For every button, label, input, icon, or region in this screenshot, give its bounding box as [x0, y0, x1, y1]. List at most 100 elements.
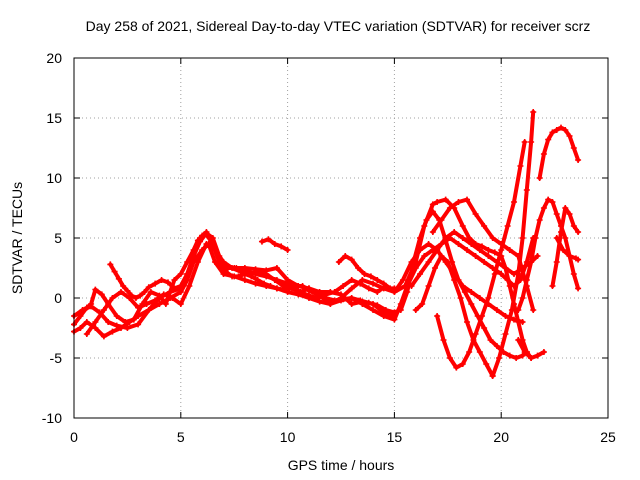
data-point	[370, 280, 377, 287]
series-markers-trace-14	[536, 124, 582, 181]
data-point	[417, 235, 424, 241]
data-point	[113, 313, 120, 319]
data-point	[164, 279, 171, 286]
data-point	[254, 268, 261, 275]
data-point	[177, 301, 184, 307]
data-point	[540, 151, 547, 157]
data-point	[286, 285, 293, 292]
data-point	[252, 280, 259, 287]
data-point	[399, 277, 406, 283]
data-point	[77, 325, 84, 331]
data-point	[340, 296, 347, 303]
data-point	[419, 301, 426, 307]
data-point	[109, 328, 116, 335]
data-point	[521, 139, 528, 145]
data-point	[472, 253, 479, 259]
data-point	[348, 295, 355, 301]
data-point	[466, 235, 473, 241]
data-point	[421, 253, 428, 259]
data-point	[515, 271, 522, 277]
series-markers-trace-16	[553, 235, 582, 263]
series-markers-trace-13	[515, 196, 582, 313]
data-point	[100, 307, 107, 313]
data-point	[314, 291, 321, 298]
data-point	[442, 235, 449, 241]
data-point	[100, 333, 107, 340]
data-point	[404, 289, 411, 295]
data-point	[79, 307, 86, 313]
data-point	[261, 280, 268, 287]
series-markers-trace-10	[434, 139, 528, 371]
data-point	[521, 349, 528, 355]
data-point	[434, 247, 441, 253]
series-markers-trace-15	[549, 205, 582, 289]
x-tick-label: 10	[280, 429, 296, 445]
data-point	[455, 199, 462, 205]
data-point	[408, 283, 415, 289]
data-point	[472, 211, 479, 217]
data-point	[489, 235, 496, 241]
data-point	[115, 275, 122, 282]
data-point	[453, 364, 460, 371]
data-point	[425, 241, 432, 247]
data-point	[558, 229, 565, 235]
data-point	[184, 259, 191, 265]
data-point	[293, 283, 300, 289]
data-point	[528, 355, 535, 361]
data-point	[169, 295, 176, 301]
axis-ticks: 0 5 10 15 20 25 -10 -5 0 5 10 15 20	[42, 50, 616, 445]
data-point	[417, 271, 424, 277]
data-point	[222, 268, 229, 275]
data-point	[425, 259, 432, 265]
data-point	[461, 289, 468, 295]
data-point	[566, 133, 573, 139]
data-point	[316, 298, 323, 305]
data-point	[491, 271, 498, 277]
data-point	[241, 271, 248, 277]
data-point	[562, 127, 569, 133]
data-point	[451, 277, 458, 283]
data-point	[278, 243, 285, 250]
data-point	[340, 283, 347, 289]
data-point	[523, 187, 530, 193]
data-point	[493, 307, 500, 313]
data-point	[117, 289, 124, 295]
data-point	[472, 331, 479, 337]
data-point	[135, 304, 142, 311]
data-point	[109, 295, 116, 301]
data-point	[83, 331, 90, 337]
data-point	[327, 301, 334, 307]
data-point	[382, 307, 389, 313]
series-trace-14	[537, 125, 581, 180]
x-axis-label: GPS time / hours	[288, 457, 395, 473]
data-point	[530, 307, 537, 313]
y-tick-label: 15	[46, 110, 62, 126]
data-point	[365, 285, 372, 292]
data-point	[323, 295, 330, 301]
data-point	[105, 319, 112, 325]
data-point	[570, 271, 577, 277]
data-point	[391, 316, 398, 323]
data-point	[271, 277, 278, 283]
data-point	[265, 236, 272, 243]
series-markers-trace-8	[258, 236, 291, 253]
data-point	[425, 283, 432, 289]
data-point	[502, 313, 509, 319]
y-tick-label: 10	[46, 170, 62, 186]
data-point	[570, 223, 577, 229]
data-point	[511, 199, 518, 205]
data-point	[485, 295, 492, 301]
data-point	[513, 355, 520, 361]
data-point	[466, 349, 473, 355]
series-trace-9	[336, 254, 397, 291]
data-point	[190, 253, 197, 259]
data-point	[331, 289, 338, 295]
data-point	[107, 261, 114, 268]
data-point	[517, 163, 524, 169]
grid-lines	[74, 58, 608, 418]
data-point	[476, 349, 483, 355]
data-point	[446, 355, 453, 361]
data-point	[365, 299, 372, 306]
data-point	[229, 265, 236, 271]
data-point	[481, 325, 488, 331]
